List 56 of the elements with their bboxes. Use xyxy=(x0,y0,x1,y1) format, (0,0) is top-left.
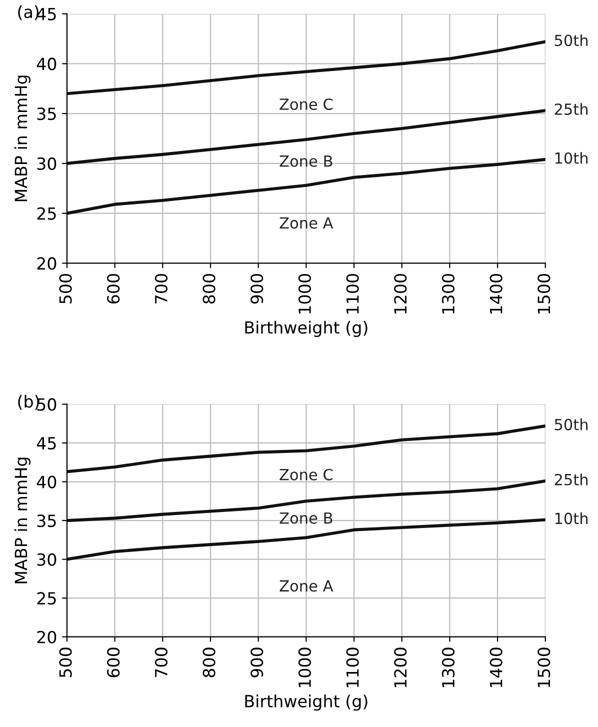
x-axis-title: Birthweight (g) xyxy=(245,694,368,711)
x-tick-label: 500 xyxy=(59,648,72,678)
x-tick-label: 500 xyxy=(59,274,72,304)
x-tick-label: 1400 xyxy=(490,274,502,314)
y-tick-label: 45 xyxy=(36,8,56,20)
y-tick-label: 45 xyxy=(36,437,56,450)
x-tick-label: 1000 xyxy=(298,274,312,314)
annotation: Zone A xyxy=(280,217,334,229)
y-tick-label: 20 xyxy=(37,630,56,644)
x-tick-label: 1100 xyxy=(346,648,359,688)
x-tick-label: 800 xyxy=(202,274,216,304)
line-series xyxy=(66,479,546,522)
annotation: Zone B xyxy=(280,156,332,167)
annotation: Zone C xyxy=(280,98,333,110)
y-tick-label: 20 xyxy=(37,257,56,270)
x-tick-label: 700 xyxy=(154,274,168,304)
y-tick-label: 30 xyxy=(37,157,56,170)
annotation: Zone C xyxy=(280,468,333,480)
series-label: 25th xyxy=(554,474,588,486)
y-tick-label: 40 xyxy=(36,476,56,488)
y-axis-title: MABP in mmHg xyxy=(14,76,30,202)
series-label: 50th xyxy=(554,418,588,430)
x-tick-label: 1400 xyxy=(490,648,502,688)
x-tick-label: 900 xyxy=(250,274,264,304)
series-label: 25th xyxy=(554,103,588,115)
x-tick-label: 1000 xyxy=(298,648,312,688)
x-tick-label: 1200 xyxy=(394,648,407,688)
annotation: Zone B xyxy=(280,512,332,524)
y-tick-label: 35 xyxy=(37,514,56,528)
y-tick-label: 40 xyxy=(36,58,56,70)
x-tick-label: 1100 xyxy=(346,274,359,314)
annotation: Zone A xyxy=(280,580,334,592)
x-tick-label: 600 xyxy=(107,648,120,678)
x-tick-label: 1500 xyxy=(538,274,550,314)
y-tick-label: 30 xyxy=(37,553,56,566)
x-tick-label: 1200 xyxy=(394,274,407,314)
x-tick-label: 1500 xyxy=(538,648,550,688)
x-tick-label: 600 xyxy=(107,274,120,304)
chart-title: (a) xyxy=(18,5,39,20)
y-tick-label: 25 xyxy=(37,207,56,220)
x-tick-label: 800 xyxy=(202,648,216,678)
y-tick-label: 25 xyxy=(37,592,56,605)
line-series xyxy=(66,109,546,165)
y-tick-label: 50 xyxy=(37,398,56,411)
line-series xyxy=(66,40,546,96)
series-label: 10th xyxy=(555,512,588,524)
x-tick-label: 1300 xyxy=(442,274,455,314)
series-label: 50th xyxy=(554,34,588,46)
series-label: 10th xyxy=(555,152,588,164)
y-tick-label: 35 xyxy=(37,108,56,120)
line-series xyxy=(66,158,546,215)
x-tick-label: 700 xyxy=(154,648,168,678)
x-tick-label: 1300 xyxy=(442,648,455,688)
x-axis-title: Birthweight (g) xyxy=(245,320,368,337)
x-tick-label: 900 xyxy=(250,648,264,678)
y-axis-title: MABP in mmHg xyxy=(14,458,30,584)
